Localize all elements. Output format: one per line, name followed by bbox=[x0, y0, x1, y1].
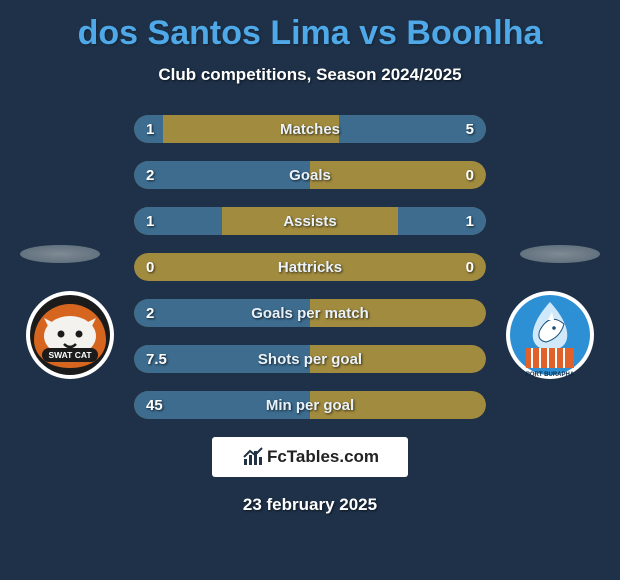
chart-icon bbox=[241, 445, 265, 469]
team-badge-right: PORT BURAPHA bbox=[500, 290, 600, 380]
stat-label: Assists bbox=[134, 207, 486, 235]
player-shadow-right bbox=[520, 245, 600, 263]
stat-value-right: 0 bbox=[466, 161, 474, 189]
footer-brand-text: FcTables.com bbox=[267, 447, 379, 467]
svg-text:SWAT CAT: SWAT CAT bbox=[48, 350, 92, 360]
stat-label: Shots per goal bbox=[134, 345, 486, 373]
stat-value-right: 1 bbox=[466, 207, 474, 235]
stat-row: 2Goals0 bbox=[134, 161, 486, 189]
stat-value-right: 5 bbox=[466, 115, 474, 143]
page-title: dos Santos Lima vs Boonlha bbox=[0, 0, 620, 53]
stat-row: 45Min per goal bbox=[134, 391, 486, 419]
subtitle: Club competitions, Season 2024/2025 bbox=[0, 65, 620, 85]
stat-row: 0Hattricks0 bbox=[134, 253, 486, 281]
horse-badge-icon: PORT BURAPHA bbox=[500, 290, 600, 380]
stat-row: 2Goals per match bbox=[134, 299, 486, 327]
stat-label: Matches bbox=[134, 115, 486, 143]
player-shadow-left bbox=[20, 245, 100, 263]
stat-row: 7.5Shots per goal bbox=[134, 345, 486, 373]
stat-label: Min per goal bbox=[134, 391, 486, 419]
swat-cat-badge-icon: SWAT CAT bbox=[20, 290, 120, 380]
date-label: 23 february 2025 bbox=[18, 495, 602, 515]
stat-row: 1Matches5 bbox=[134, 115, 486, 143]
footer-brand: FcTables.com bbox=[212, 437, 408, 477]
comparison-content: SWAT CAT PORT BURAPHA 1Matches52Goals01A… bbox=[0, 115, 620, 515]
svg-text:PORT BURAPHA: PORT BURAPHA bbox=[526, 372, 575, 378]
stat-label: Goals bbox=[134, 161, 486, 189]
stat-row: 1Assists1 bbox=[134, 207, 486, 235]
stat-rows: 1Matches52Goals01Assists10Hattricks02Goa… bbox=[134, 115, 486, 419]
stat-label: Hattricks bbox=[134, 253, 486, 281]
stat-label: Goals per match bbox=[134, 299, 486, 327]
team-badge-left: SWAT CAT bbox=[20, 290, 120, 380]
stat-value-right: 0 bbox=[466, 253, 474, 281]
